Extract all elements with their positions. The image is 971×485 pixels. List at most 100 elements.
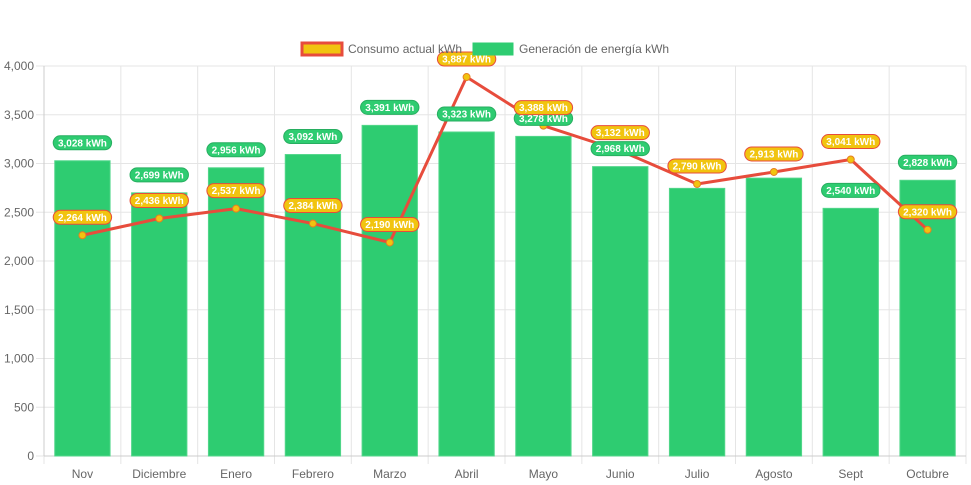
bar bbox=[54, 160, 111, 457]
y-tick-label: 4,000 bbox=[4, 59, 34, 73]
data-label-bg bbox=[52, 209, 113, 225]
x-tick-label: Enero bbox=[220, 467, 252, 481]
data-label-text: 3,887 kWh bbox=[442, 55, 491, 66]
x-tick-label: Abril bbox=[455, 467, 479, 481]
data-label: 2,436 kWh bbox=[129, 192, 189, 208]
data-label: 3,041 kWh bbox=[821, 134, 881, 150]
data-label-bg bbox=[821, 182, 881, 198]
data-label-text: 2,828 kWh bbox=[903, 158, 952, 169]
y-tick-label: 500 bbox=[14, 400, 34, 414]
x-tick-label: Marzo bbox=[373, 467, 407, 481]
data-label-bg bbox=[283, 198, 343, 214]
legend-label-generacion: Generación de energía kWh bbox=[519, 42, 669, 56]
data-label-bg bbox=[897, 204, 958, 220]
data-label-bg bbox=[129, 192, 189, 208]
legend-swatch-consumo bbox=[300, 41, 344, 57]
bar bbox=[668, 187, 726, 457]
data-label-bg bbox=[436, 51, 497, 67]
data-label: 3,323 kWh bbox=[436, 106, 497, 122]
data-label-bg bbox=[206, 183, 266, 199]
data-label-bg bbox=[821, 134, 881, 150]
data-label-bg bbox=[667, 158, 727, 174]
bar bbox=[515, 135, 572, 457]
data-label-bg bbox=[283, 129, 343, 145]
data-label-bg bbox=[897, 154, 958, 170]
data-label-text: 2,190 kWh bbox=[365, 220, 414, 231]
legend: Consumo actual kWh Generación de energía… bbox=[300, 41, 669, 57]
line-point bbox=[308, 219, 317, 228]
data-label-text: 3,132 kWh bbox=[596, 128, 645, 139]
data-label-text: 2,384 kWh bbox=[288, 201, 337, 212]
line-point bbox=[232, 204, 241, 213]
x-axis: Nov Diciembre Enero Febrero Marzo Abril Mayo Ju… bbox=[44, 455, 966, 481]
data-label-text: 2,968 kWh bbox=[596, 144, 645, 155]
y-tick-label: 0 bbox=[27, 449, 34, 463]
data-label-text: 2,264 kWh bbox=[58, 213, 107, 224]
data-label-bg bbox=[129, 167, 189, 183]
x-tick-label: Julio bbox=[685, 467, 710, 481]
y-tick-label: 1,500 bbox=[4, 303, 34, 317]
x-tick-label: Agosto bbox=[755, 467, 793, 481]
data-label-text: 2,913 kWh bbox=[749, 149, 798, 160]
data-label: 3,092 kWh bbox=[283, 129, 343, 145]
bar bbox=[745, 177, 803, 457]
line-point bbox=[693, 179, 702, 188]
data-label-bg bbox=[590, 125, 650, 141]
bar-data-labels: 3,028 kWh 2,699 kWh 2,956 kWh 3,092 kWh 3,39… bbox=[52, 99, 958, 198]
data-label-text: 3,388 kWh bbox=[519, 103, 568, 114]
data-label: 2,699 kWh bbox=[129, 167, 189, 183]
line-point bbox=[769, 167, 778, 176]
data-label-text: 3,323 kWh bbox=[442, 110, 491, 121]
line-point bbox=[385, 238, 394, 247]
line-data-labels: 2,264 kWh 2,436 kWh 2,537 kWh 2,384 kWh 2,19… bbox=[52, 51, 958, 232]
data-label-text: 3,092 kWh bbox=[288, 132, 337, 143]
data-label-bg bbox=[590, 141, 650, 157]
data-label-text: 2,956 kWh bbox=[212, 145, 261, 156]
y-tick-label: 3,500 bbox=[4, 108, 34, 122]
data-label-bg bbox=[513, 100, 574, 116]
data-label-bg bbox=[360, 99, 420, 115]
y-tick-label: 2,500 bbox=[4, 205, 34, 219]
data-label-bg bbox=[436, 106, 497, 122]
data-label-text: 3,028 kWh bbox=[58, 138, 107, 149]
data-label-text: 3,391 kWh bbox=[365, 103, 414, 114]
legend-item-consumo[interactable]: Consumo actual kWh bbox=[300, 41, 462, 57]
y-tick-label: 1,000 bbox=[4, 352, 34, 366]
data-label: 2,540 kWh bbox=[821, 182, 881, 198]
bar bbox=[822, 207, 879, 457]
data-label: 2,790 kWh bbox=[667, 158, 727, 174]
x-tick-label: Octubre bbox=[906, 467, 949, 481]
data-label-bg bbox=[206, 142, 266, 158]
legend-label-consumo: Consumo actual kWh bbox=[348, 42, 462, 56]
x-tick-label: Junio bbox=[606, 467, 635, 481]
data-label: 2,264 kWh bbox=[52, 209, 113, 225]
x-tick-label: Mayo bbox=[529, 467, 559, 481]
data-label: 3,887 kWh bbox=[436, 51, 497, 67]
y-tick-label: 3,000 bbox=[4, 157, 34, 171]
bar bbox=[131, 192, 188, 457]
data-label-text: 3,278 kWh bbox=[519, 114, 568, 125]
bar bbox=[207, 167, 265, 457]
line-point bbox=[155, 214, 164, 223]
data-label: 2,828 kWh bbox=[897, 154, 958, 170]
data-label-bg bbox=[52, 135, 113, 151]
data-label-text: 2,540 kWh bbox=[826, 186, 875, 197]
data-label-bg bbox=[744, 146, 804, 162]
bar bbox=[592, 166, 649, 457]
bar bbox=[361, 124, 418, 457]
data-label: 2,537 kWh bbox=[206, 183, 266, 199]
x-tick-label: Nov bbox=[72, 467, 93, 481]
data-label: 2,968 kWh bbox=[590, 141, 650, 157]
bar bbox=[899, 179, 956, 457]
data-label: 3,132 kWh bbox=[590, 125, 650, 141]
data-label: 2,384 kWh bbox=[283, 198, 343, 214]
data-label-text: 2,790 kWh bbox=[673, 161, 722, 172]
x-tick-label: Febrero bbox=[292, 467, 334, 481]
line-point bbox=[462, 73, 471, 82]
data-label-text: 3,041 kWh bbox=[826, 137, 875, 148]
line-point bbox=[846, 155, 855, 164]
data-label-text: 2,699 kWh bbox=[135, 170, 184, 181]
legend-item-generacion[interactable]: Generación de energía kWh bbox=[472, 42, 669, 56]
data-label: 2,190 kWh bbox=[360, 216, 420, 232]
